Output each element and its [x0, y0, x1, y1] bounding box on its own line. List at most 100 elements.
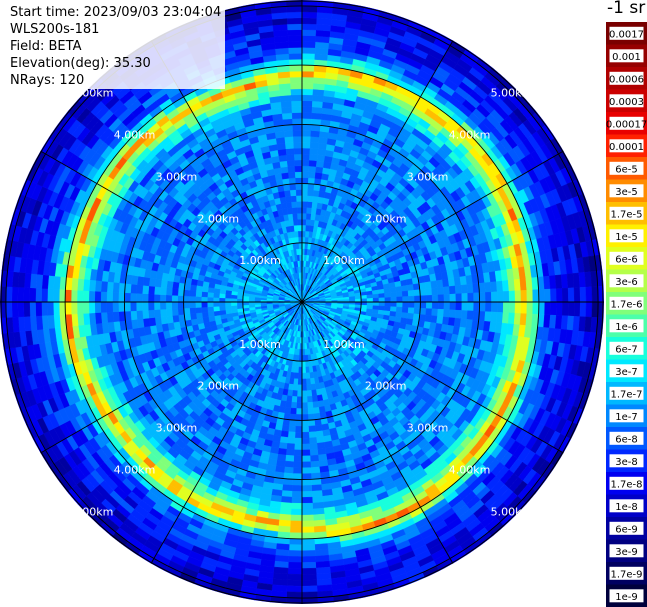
- range-gate-cell: [177, 295, 184, 303]
- range-gate-cell: [301, 502, 314, 510]
- range-gate-cell: [313, 525, 327, 533]
- range-gate-cell: [301, 112, 313, 119]
- range-gate-cell: [286, 591, 303, 599]
- range-gate-cell: [455, 293, 463, 303]
- range-gate-cell: [281, 424, 290, 432]
- range-gate-cell: [148, 285, 156, 295]
- range-gate-cell: [142, 285, 150, 295]
- range-gate-cell: [100, 311, 108, 324]
- range-gate-cell: [288, 550, 303, 557]
- range-gate-cell: [305, 378, 311, 386]
- range-gate-cell: [171, 301, 179, 310]
- range-gate-cell: [407, 284, 415, 292]
- range-gate-cell: [301, 390, 308, 397]
- range-gate-cell: [508, 290, 516, 303]
- range-gate-cell: [413, 289, 421, 297]
- range-gate-cell: [306, 384, 312, 391]
- range-gate-cell: [5, 301, 13, 318]
- range-gate-cell: [64, 301, 72, 315]
- range-gate-cell: [308, 431, 317, 439]
- range-gate-cell: [502, 290, 510, 303]
- range-gate-cell: [312, 189, 320, 197]
- range-gate-cell: [309, 448, 319, 456]
- range-gate-cell: [311, 490, 323, 498]
- range-gate-cell: [301, 201, 308, 208]
- range-gate-cell: [212, 297, 220, 303]
- range-gate-cell: [425, 294, 433, 303]
- range-gate-cell: [160, 315, 168, 325]
- range-gate-cell: [538, 289, 546, 303]
- range-gate-cell: [147, 301, 155, 311]
- range-gate-cell: [289, 520, 303, 528]
- range-gate-cell: [304, 360, 310, 368]
- range-gate-cell: [431, 287, 439, 296]
- range-gate-cell: [236, 304, 244, 310]
- range-gate-cell: [294, 425, 303, 433]
- range-gate-cell: [207, 301, 214, 308]
- range-gate-cell: [304, 348, 308, 356]
- range-gate-cell: [201, 311, 209, 318]
- range-gate-cell: [526, 301, 534, 315]
- range-gate-cell: [286, 437, 296, 445]
- range-gate-cell: [585, 301, 593, 318]
- range-gate-cell: [310, 460, 320, 468]
- range-gate-cell: [112, 301, 119, 313]
- range-gate-cell: [556, 288, 563, 303]
- range-gate-cell: [286, 585, 303, 593]
- range-gate-cell: [372, 297, 380, 303]
- range-gate-cell: [514, 301, 522, 314]
- range-gate-cell: [189, 307, 197, 315]
- range-gate-cell: [70, 301, 78, 315]
- range-gate-cell: [160, 279, 168, 289]
- range-gate-cell: [17, 301, 25, 318]
- range-gate-cell: [290, 508, 303, 516]
- range-gate-cell: [82, 290, 90, 303]
- range-gate-cell: [301, 532, 315, 540]
- range-gate-cell: [287, 561, 303, 569]
- range-gate-cell: [544, 288, 551, 303]
- range-gate-cell: [301, 94, 314, 102]
- range-gate-cell: [207, 296, 214, 303]
- range-gate-cell: [195, 290, 203, 297]
- range-gate-cell: [106, 301, 114, 313]
- range-gate-cell: [279, 507, 292, 516]
- range-gate-cell: [460, 284, 468, 294]
- range-gate-cell: [395, 286, 403, 293]
- range-gate-cell: [437, 301, 445, 310]
- range-gate-cell: [360, 298, 368, 303]
- range-gate-cell: [311, 112, 323, 120]
- range-gate-cell: [153, 309, 161, 318]
- range-gate-cell: [520, 289, 528, 303]
- range-gate-cell: [301, 218, 307, 226]
- range-gate-cell: [310, 130, 321, 138]
- range-gate-cell: [47, 301, 54, 316]
- range-gate-cell: [301, 372, 307, 380]
- range-gate-cell: [183, 307, 191, 315]
- range-gate-cell: [301, 479, 312, 486]
- range-gate-cell: [301, 556, 316, 563]
- range-gate-cell: [306, 201, 313, 209]
- range-gate-cell: [301, 550, 316, 557]
- range-gate-cell: [490, 311, 498, 323]
- range-gate-cell: [301, 70, 315, 78]
- range-gate-cell: [579, 286, 587, 303]
- range-gate-cell: [130, 292, 137, 303]
- range-gate-cell: [383, 287, 391, 294]
- range-gate-cell: [308, 171, 316, 179]
- range-gate-cell: [301, 437, 310, 445]
- range-gate-cell: [311, 100, 324, 108]
- range-gate-cell: [70, 289, 78, 303]
- range-gate-cell: [53, 288, 60, 303]
- range-gate-cell: [195, 307, 203, 314]
- range-gate-cell: [301, 402, 308, 409]
- range-gate-cell: [124, 301, 131, 312]
- range-gate-cell: [281, 484, 293, 492]
- range-gate-cell: [301, 461, 311, 469]
- range-gate-cell: [425, 308, 433, 316]
- range-gate-cell: [218, 305, 226, 311]
- range-gate-cell: [301, 189, 309, 196]
- range-gate-cell: [378, 297, 386, 303]
- range-gate-cell: [183, 301, 190, 309]
- range-gate-cell: [384, 306, 391, 312]
- range-gate-cell: [490, 291, 498, 303]
